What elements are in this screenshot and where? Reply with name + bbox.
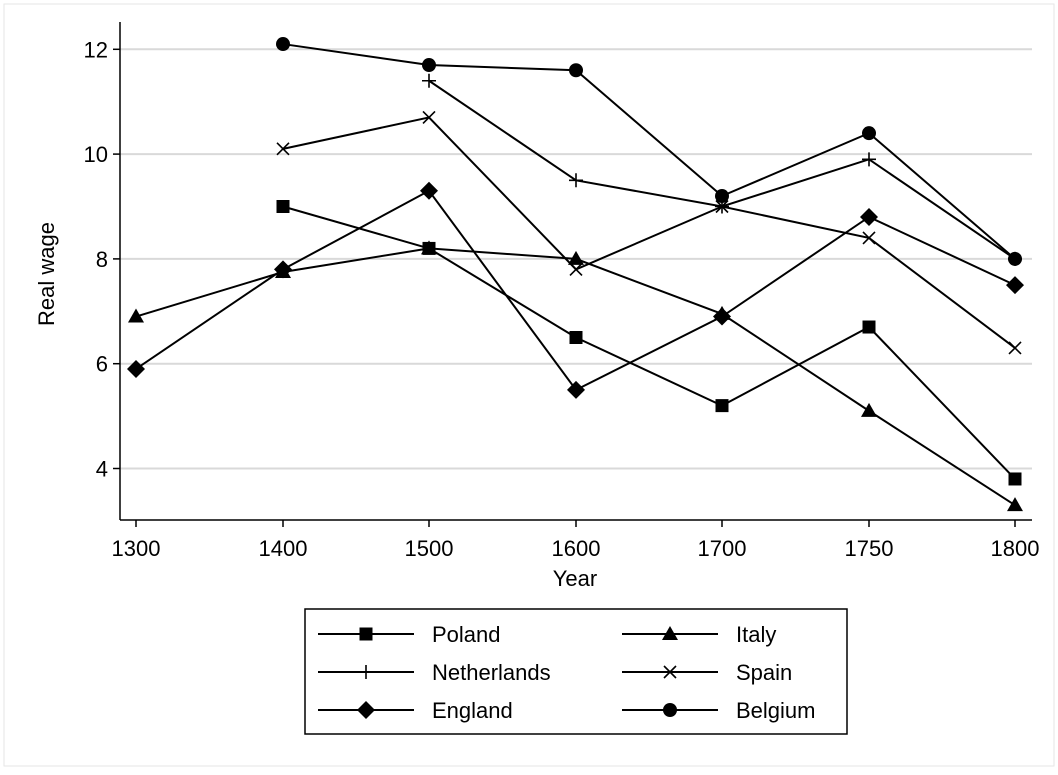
legend-marker-italy [662,626,678,640]
data-point-spain [715,199,729,214]
data-point-belgium [1008,251,1022,266]
data-point-belgium [422,58,436,73]
series-belgium [276,37,1022,266]
series-poland [276,200,1022,486]
x-tick-label: 1800 [991,536,1040,561]
data-point-italy [1007,497,1023,512]
series-layer [127,37,1024,512]
y-tick-label: 8 [96,247,108,272]
legend-item-poland: Poland [318,622,501,647]
series-england [127,181,1024,399]
data-point-belgium [569,63,583,78]
x-tick-label: 1300 [112,536,161,561]
legend-label: Netherlands [432,660,551,685]
data-point-poland [715,399,729,413]
x-tick-label: 1750 [845,536,894,561]
legend-marker-spain [663,665,677,679]
legend-marker-england [357,701,375,719]
data-point-spain [422,110,436,124]
data-point-england [713,307,731,326]
data-point-belgium [862,126,876,141]
data-point-england [860,207,878,226]
data-point-england [1006,276,1024,295]
legend-label: Spain [736,660,792,685]
x-tick-label: 1600 [552,536,601,561]
data-point-england [127,359,145,378]
grid-lines [120,48,1032,470]
legend-item-netherlands: Netherlands [318,660,551,685]
legend-label: Belgium [736,698,815,723]
x-tick-label: 1700 [698,536,747,561]
y-tick-label: 10 [84,142,108,167]
legend-label: England [432,698,513,723]
legend-item-italy: Italy [622,622,776,647]
data-point-belgium [715,189,729,204]
data-point-poland [1008,472,1022,486]
data-point-england [567,380,585,399]
series-line-poland [282,205,1016,480]
legend-marker-belgium [663,703,677,717]
x-tick-label: 1400 [259,536,308,561]
data-point-italy [128,308,144,323]
y-tick-label: 12 [84,37,108,62]
axes: 4 6 8 10 12 1300 1400 1500 1600 1700 1750 1800 [84,22,1040,561]
legend-marker-netherlands [359,665,373,679]
data-point-england [274,260,292,279]
legend-item-england: England [318,698,513,723]
legend-item-belgium: Belgium [622,698,815,723]
legend-label: Poland [432,622,501,647]
series-spain [276,110,1022,355]
data-point-netherlands [422,73,436,88]
data-point-poland [276,200,290,213]
data-point-italy [568,250,584,265]
legend: Poland Italy Netherlands Spain England Belgiu… [304,608,848,735]
legend-label: Italy [736,622,776,647]
data-point-poland [862,320,876,334]
data-point-belgium [276,37,290,52]
series-line-spain [282,116,1016,349]
data-point-netherlands [862,152,876,167]
data-point-spain [569,262,583,276]
data-point-spain [276,142,290,156]
data-point-england [420,181,438,200]
data-point-italy [861,402,877,417]
y-axis-title: Real wage [34,222,59,326]
data-point-poland [569,331,583,344]
x-axis-title: Year [553,566,597,591]
y-tick-label: 6 [96,352,108,377]
data-point-spain [862,231,876,245]
legend-item-spain: Spain [622,660,792,685]
data-point-spain [1008,341,1022,355]
series-line-belgium [282,43,1016,260]
data-point-italy [421,240,437,255]
y-tick-label: 4 [96,457,108,482]
x-tick-label: 1500 [405,536,454,561]
data-point-netherlands [569,173,583,188]
legend-marker-poland [359,627,373,641]
